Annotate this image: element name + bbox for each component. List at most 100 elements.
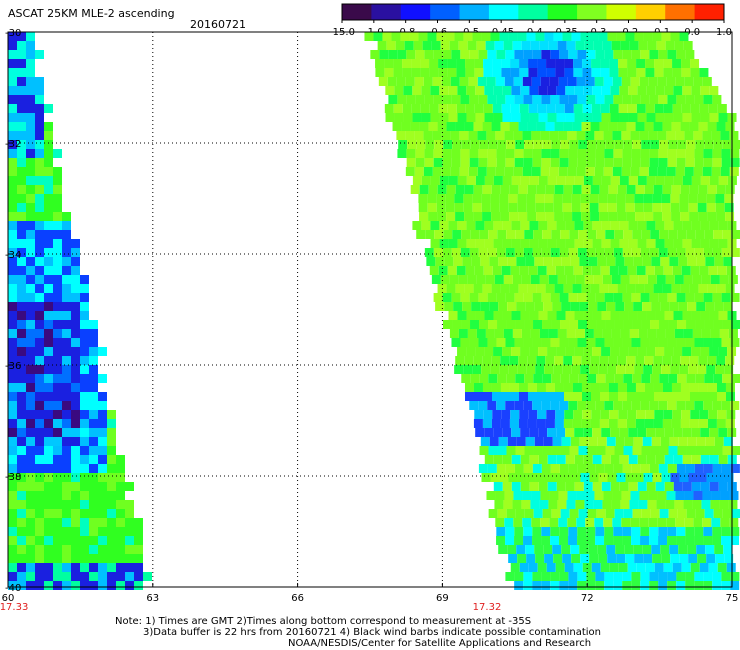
wind-cell [725, 383, 735, 392]
wind-cell [405, 167, 415, 176]
wind-cell [704, 140, 714, 149]
wind-cell [613, 536, 623, 545]
wind-cell [668, 374, 678, 383]
wind-cell [605, 230, 615, 239]
wind-cell [44, 347, 53, 356]
wind-cell [568, 95, 578, 104]
wind-cell [665, 41, 675, 50]
wind-cell [541, 248, 551, 257]
wind-cell [704, 230, 714, 239]
wind-cell [547, 86, 557, 95]
wind-cell [35, 185, 44, 194]
wind-cell [62, 302, 71, 311]
wind-cell [633, 545, 643, 554]
wind-cell [89, 536, 98, 545]
wind-cell [449, 275, 459, 284]
wind-cell [627, 410, 637, 419]
wind-cell [731, 509, 740, 518]
wind-cell [80, 482, 89, 491]
wind-cell [658, 248, 668, 257]
wind-cell [667, 464, 677, 473]
wind-cell [107, 563, 116, 572]
wind-cell [685, 248, 695, 257]
wind-cell [44, 311, 53, 320]
wind-cell [35, 320, 44, 329]
wind-cell [71, 293, 80, 302]
wind-cell [649, 50, 659, 59]
wind-cell [17, 104, 26, 113]
wind-cell [658, 464, 668, 473]
wind-cell [631, 158, 641, 167]
wind-cell [53, 392, 62, 401]
wind-cell [703, 293, 713, 302]
wind-cell [412, 113, 422, 122]
wind-cell [71, 527, 80, 536]
wind-cell [712, 527, 722, 536]
wind-cell [549, 518, 559, 527]
wind-cell [559, 293, 569, 302]
wind-cell [62, 509, 71, 518]
wind-cell [496, 338, 506, 347]
wind-cell [393, 104, 403, 113]
wind-cell [456, 266, 466, 275]
colorbar-segment [488, 4, 519, 20]
wind-cell [26, 266, 35, 275]
wind-cell [80, 356, 89, 365]
wind-cell [474, 59, 484, 68]
wind-cell [384, 68, 394, 77]
wind-cell [17, 41, 26, 50]
wind-cell [611, 500, 621, 509]
wind-cell [71, 509, 80, 518]
wind-cell [601, 176, 611, 185]
wind-cell [610, 239, 620, 248]
wind-cell [506, 320, 516, 329]
wind-cell [513, 518, 523, 527]
wind-cell [577, 95, 587, 104]
wind-cell [604, 401, 614, 410]
wind-cell [582, 266, 592, 275]
wind-cell [673, 311, 683, 320]
wind-cell [44, 203, 53, 212]
wind-cell [585, 131, 595, 140]
wind-cell [714, 257, 724, 266]
wind-cell [460, 50, 470, 59]
wind-cell [543, 437, 553, 446]
wind-cell [550, 536, 560, 545]
wind-cell [648, 491, 658, 500]
wind-cell [596, 374, 606, 383]
wind-cell [617, 122, 627, 131]
wind-cell [443, 230, 453, 239]
wind-cell [707, 392, 717, 401]
wind-cell [492, 266, 502, 275]
wind-cell [478, 338, 488, 347]
wind-cell [647, 41, 657, 50]
wind-cell [26, 248, 35, 257]
wind-cell [493, 239, 503, 248]
wind-cell [552, 437, 562, 446]
wind-cell [615, 302, 625, 311]
wind-cell [488, 140, 498, 149]
wind-cell [490, 365, 500, 374]
wind-cell [607, 365, 617, 374]
wind-cell [604, 338, 614, 347]
wind-cell [17, 536, 26, 545]
wind-cell [420, 59, 430, 68]
wind-cell [496, 527, 506, 536]
wind-cell [493, 347, 503, 356]
wind-cell [531, 518, 541, 527]
wind-cell [8, 302, 17, 311]
wind-cell [509, 122, 519, 131]
wind-cell [566, 275, 576, 284]
wind-cell [673, 455, 683, 464]
wind-cell [651, 545, 661, 554]
wind-cell [593, 500, 603, 509]
wind-cell [593, 329, 603, 338]
wind-cell [472, 194, 482, 203]
wind-cell [26, 545, 35, 554]
wind-cell [586, 527, 596, 536]
wind-cell [597, 257, 607, 266]
wind-cell [572, 383, 582, 392]
wind-cell [548, 329, 558, 338]
wind-cell [664, 176, 674, 185]
wind-cell [622, 581, 632, 590]
